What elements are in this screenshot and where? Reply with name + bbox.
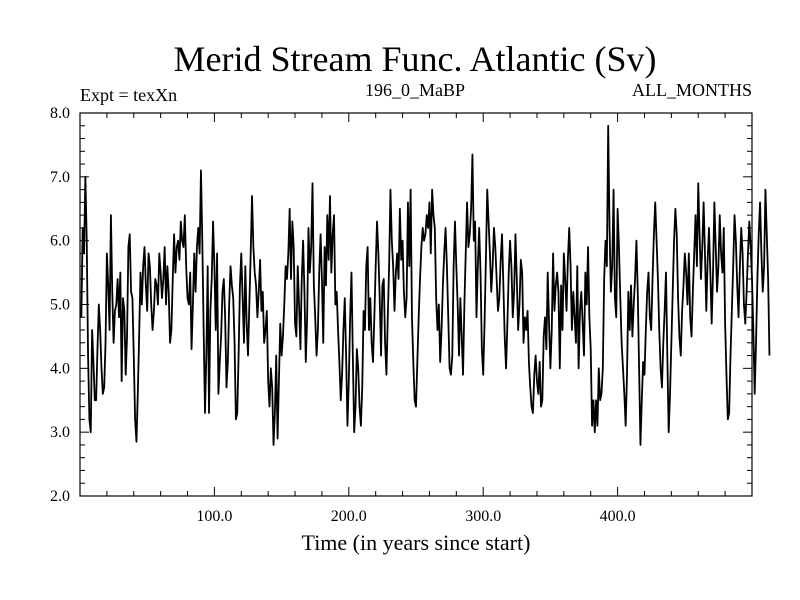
experiment-label: Expt = texXn [80, 85, 177, 105]
x-tick-label: 100.0 [196, 508, 232, 525]
period-label: 196_0_MaBP [365, 80, 465, 100]
y-tick-label: 8.0 [50, 105, 70, 122]
x-tick-label: 300.0 [465, 508, 501, 525]
x-axis-tick-labels: 100.0 200.0 300.0 400.0 [196, 508, 635, 525]
y-tick-label: 2.0 [50, 488, 70, 505]
series-line [80, 124, 771, 446]
y-tick-label: 4.0 [50, 360, 70, 377]
x-tick-label: 200.0 [331, 508, 367, 525]
x-axis-ticks [106, 113, 726, 496]
y-tick-label: 5.0 [50, 297, 70, 314]
chart-title: Merid Stream Func. Atlantic (Sv) [174, 39, 657, 79]
y-tick-label: 6.0 [50, 233, 70, 250]
y-tick-label: 3.0 [50, 424, 70, 441]
y-tick-label: 7.0 [50, 169, 70, 186]
y-axis-ticks [80, 125, 752, 484]
x-tick-label: 400.0 [600, 508, 636, 525]
x-axis-label: Time (in years since start) [302, 530, 531, 555]
y-axis-tick-labels: 2.0 3.0 4.0 5.0 6.0 7.0 8.0 [50, 105, 70, 505]
months-label: ALL_MONTHS [632, 80, 752, 100]
